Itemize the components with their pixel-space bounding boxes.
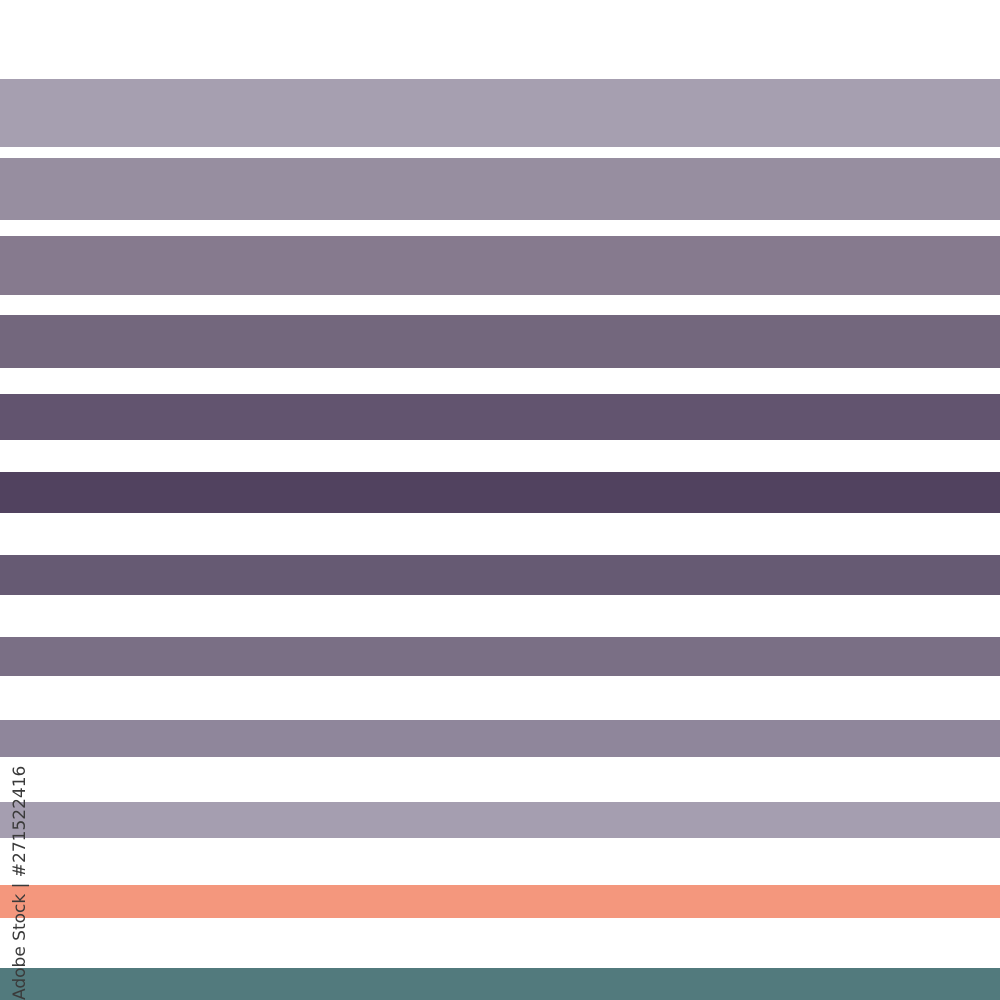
- stripe: [0, 315, 1000, 368]
- stripe: [0, 637, 1000, 676]
- stock-credit-label: Adobe Stock | #271522416: [10, 765, 30, 1000]
- stripe: [0, 802, 1000, 838]
- stripe: [0, 236, 1000, 295]
- stripe: [0, 394, 1000, 440]
- stripe: [0, 158, 1000, 220]
- stripe: [0, 555, 1000, 595]
- stripe: [0, 79, 1000, 147]
- stripe: [0, 720, 1000, 757]
- stripe: [0, 885, 1000, 918]
- stripe: [0, 472, 1000, 513]
- stripe: [0, 968, 1000, 1000]
